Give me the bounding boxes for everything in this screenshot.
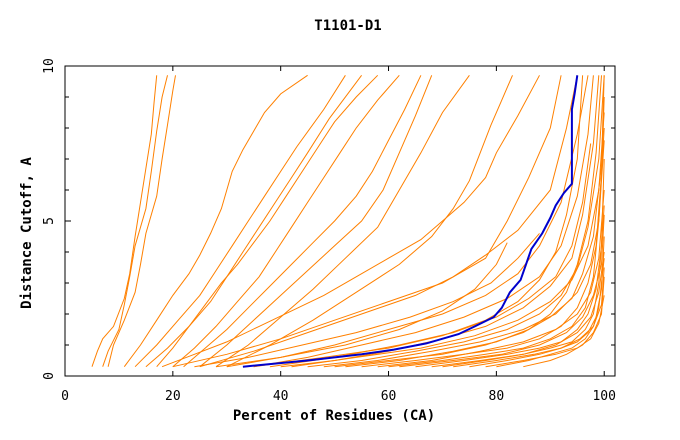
series-line-m2 — [102, 75, 168, 367]
series-line-m9 — [183, 75, 422, 368]
series-line-m29 — [194, 233, 540, 368]
series-line-m19 — [307, 75, 605, 368]
x-tick-label: 100 — [592, 389, 615, 404]
series-line-m28 — [215, 242, 508, 368]
series-line-m24 — [442, 205, 605, 368]
series-line-m8 — [172, 74, 400, 368]
y-tick-label: 5 — [42, 217, 57, 225]
series-line-m17 — [253, 75, 594, 368]
series-line-m15 — [199, 75, 578, 368]
series-line-m16 — [226, 75, 589, 368]
y-tick-label: 10 — [42, 58, 57, 74]
plot-frame — [64, 65, 616, 377]
y-axis-label: Distance Cutoff, A — [19, 157, 35, 309]
series-line-m21 — [361, 96, 605, 368]
x-tick-label: 0 — [61, 389, 69, 404]
chart-title: T1101-D1 — [314, 18, 381, 34]
series-line-m10 — [199, 75, 433, 368]
x-tick-label: 20 — [165, 389, 181, 404]
series-line-m14 — [172, 75, 562, 368]
series-line-m11 — [215, 75, 470, 368]
highlight-series-line — [242, 75, 579, 368]
series-line-m23 — [415, 158, 605, 368]
series-line-m12 — [226, 75, 513, 368]
series-line-m34 — [399, 214, 605, 368]
y-axis: 0 5 10 — [42, 58, 615, 380]
series-line-m31 — [291, 112, 605, 368]
y-tick-label: 0 — [42, 372, 57, 380]
series-line-m18 — [280, 75, 600, 368]
series-line-m39 — [345, 75, 602, 368]
series-line-m4 — [123, 74, 308, 367]
x-tick-label: 60 — [381, 389, 397, 404]
series-line-m36 — [453, 267, 605, 368]
x-axis-label: Percent of Residues (CA) — [233, 408, 435, 424]
series-line-m37 — [485, 295, 605, 368]
x-tick-label: 40 — [273, 389, 289, 404]
series-line-m1 — [91, 75, 158, 367]
series-line-m3 — [107, 75, 176, 367]
series-line-m7 — [156, 74, 379, 368]
series-line-m26 — [496, 258, 605, 368]
x-axis: 0 20 40 60 80 100 — [61, 66, 616, 404]
series-line-m30 — [269, 143, 592, 368]
series-line-m5 — [134, 75, 346, 368]
series-line-m22 — [388, 127, 605, 368]
series-line-m13 — [161, 75, 540, 368]
series-line-m25 — [469, 236, 605, 368]
series-line-m6 — [145, 75, 363, 368]
highlight-layer — [242, 75, 579, 368]
x-tick-label: 80 — [489, 389, 505, 404]
series-line-m35 — [431, 251, 605, 368]
series-line-m33 — [377, 189, 605, 368]
series-layer — [91, 74, 605, 368]
series-line-m38 — [253, 75, 584, 368]
